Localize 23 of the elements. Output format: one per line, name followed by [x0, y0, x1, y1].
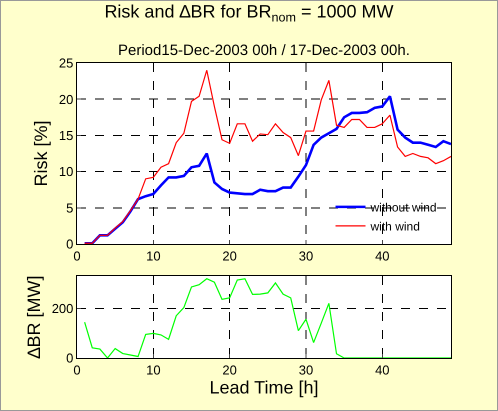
line-series [84, 278, 451, 358]
y-tick-label: 15 [58, 128, 74, 143]
y-axis-title: ∆BR [MW] [24, 275, 44, 359]
y-tick-label: 5 [66, 200, 74, 216]
x-tick-label: 30 [298, 362, 314, 378]
y-tick-label: 0 [66, 350, 74, 366]
legend-label: with wind [370, 220, 420, 234]
x-tick-label: 10 [146, 248, 161, 264]
y-tick-label: 10 [58, 164, 74, 180]
y-tick-label: 0 [66, 236, 74, 252]
y-tick-label: 20 [58, 92, 74, 107]
x-tick-label: 10 [146, 362, 161, 378]
chart-subtitle: Period15-Dec-2003 00h / 17-Dec-2003 00h. [118, 42, 410, 59]
x-tick-label: 30 [298, 248, 314, 264]
x-tick-label: 40 [375, 362, 390, 378]
x-tick-label: 20 [222, 248, 237, 264]
y-axis-title: Risk [%] [31, 120, 52, 187]
x-tick-label: 40 [375, 248, 390, 264]
y-tick-label: 25 [58, 56, 74, 71]
y-tick-label: 200 [52, 300, 74, 316]
x-axis-title: Lead Time [h] [209, 378, 319, 398]
chart-title: Risk and ∆BR for BR$_{nom}$ = 1000 MW [104, 2, 394, 24]
x-tick-label: 20 [222, 362, 237, 378]
